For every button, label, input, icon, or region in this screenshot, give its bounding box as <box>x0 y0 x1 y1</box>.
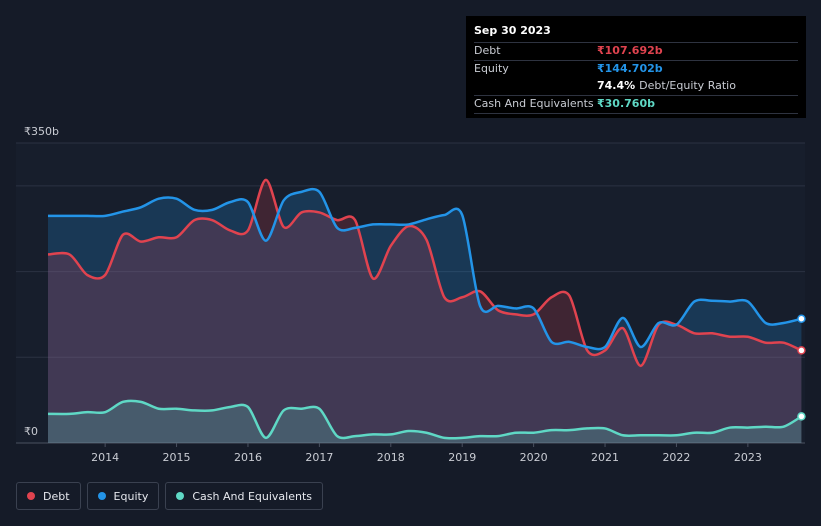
cash-and-equivalents-end-point[interactable] <box>797 412 806 421</box>
tooltip-equity-label: Equity <box>474 62 509 75</box>
tooltip-cash-value: ₹30.760b <box>597 97 655 110</box>
equity-dot-icon <box>97 492 106 500</box>
debt-end-point[interactable] <box>797 346 806 355</box>
x-tick-label-2016: 2016 <box>234 451 262 464</box>
cash-and-equivalents-line <box>47 399 803 440</box>
x-tick-label-2021: 2021 <box>591 451 619 464</box>
tooltip-cash-row: Cash And Equivalents ₹30.760b <box>474 95 798 114</box>
tooltip-ratio-label: Debt/Equity Ratio <box>639 79 736 92</box>
tooltip-cash-label: Cash And Equivalents <box>474 97 594 110</box>
x-tick-label-2020: 2020 <box>520 451 548 464</box>
tooltip-equity-value: ₹144.702b <box>597 62 663 75</box>
x-tick-label-2018: 2018 <box>377 451 405 464</box>
legend-label-cash: Cash And Equivalents <box>192 489 312 503</box>
equity-line <box>48 187 802 351</box>
x-tick-label-2019: 2019 <box>448 451 476 464</box>
debt-dot-icon <box>27 492 35 500</box>
tooltip-debt-label: Debt <box>474 44 501 57</box>
legend-item-equity[interactable]: Equity <box>86 482 160 510</box>
tooltip-debt-value: ₹107.692b <box>597 44 663 57</box>
plot-area <box>16 143 805 443</box>
x-tick-label-2017: 2017 <box>305 451 333 464</box>
tooltip-ratio-value: 74.4% <box>597 79 636 92</box>
equity-area <box>48 189 802 443</box>
cash-dot-icon <box>176 492 185 500</box>
tooltip-ratio-row: 74.4% Debt/Equity Ratio <box>474 78 798 95</box>
equity-end-point[interactable] <box>797 314 806 323</box>
tooltip-date: Sep 30 2023 <box>474 24 551 37</box>
tooltip-equity-row: Equity ₹144.702b <box>474 60 798 78</box>
legend-label-equity: Equity <box>113 489 149 503</box>
debt-area <box>48 179 802 444</box>
x-tick-label-2014: 2014 <box>91 451 119 464</box>
y-axis-bottom-label: ₹0 <box>24 425 38 438</box>
x-tick-label-2015: 2015 <box>163 451 191 464</box>
legend-item-cash[interactable]: Cash And Equivalents <box>165 482 323 510</box>
x-tick-label-2022: 2022 <box>662 451 690 464</box>
y-axis-top-label: ₹350b <box>24 125 59 138</box>
tooltip-debt-row: Debt ₹107.692b <box>474 42 798 60</box>
legend-label-debt: Debt <box>43 489 70 503</box>
x-tick-label-2023: 2023 <box>734 451 762 464</box>
tooltip: Sep 30 2023 Debt ₹107.692b Equity ₹144.7… <box>466 16 806 118</box>
legend: Debt Equity Cash And Equivalents <box>16 482 323 510</box>
legend-item-debt[interactable]: Debt <box>16 482 81 510</box>
